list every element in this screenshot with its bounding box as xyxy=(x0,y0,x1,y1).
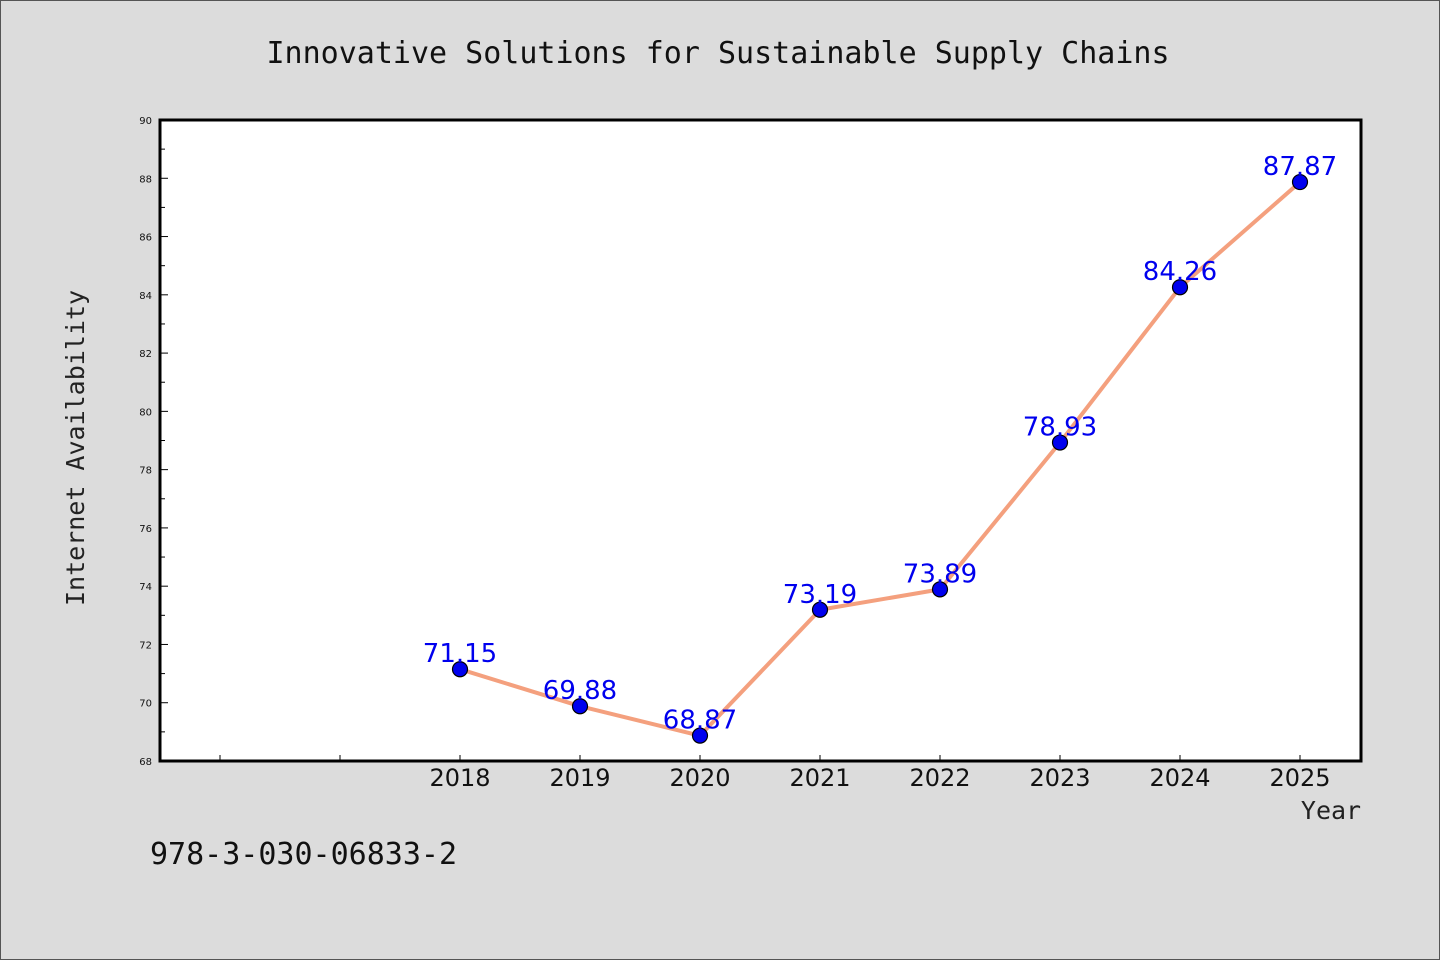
data-point xyxy=(1291,173,1309,191)
data-label: 84.26 xyxy=(1143,257,1217,287)
data-label: 69.88 xyxy=(543,676,617,706)
data-labels-group: 71.15 69.88 68.87 73.19 73.89 78.93 84.26 87.87 xyxy=(423,152,1337,736)
plot-area xyxy=(158,118,1363,763)
y-tick-label: 78 xyxy=(139,466,152,477)
x-tick-label: 2025 xyxy=(1269,764,1330,792)
x-axis-label: Year xyxy=(1301,796,1361,825)
x-tick-label: 2018 xyxy=(429,764,490,792)
data-label: 71.15 xyxy=(423,639,497,669)
data-point xyxy=(691,727,709,744)
y-tick-label: 86 xyxy=(139,233,152,244)
x-tick-label: 2022 xyxy=(909,764,970,792)
y-axis: 68 70 72 74 76 78 80 82 84 86 88 90 xyxy=(139,116,168,768)
data-points-group xyxy=(451,173,1309,744)
series-line xyxy=(459,180,1302,738)
x-tick-label: 2021 xyxy=(789,764,850,792)
y-tick-label: 80 xyxy=(139,407,152,418)
y-tick-label: 88 xyxy=(139,174,152,185)
data-label: 78.93 xyxy=(1023,413,1097,443)
data-point xyxy=(571,698,589,715)
y-tick-label: 82 xyxy=(139,349,152,360)
chart-title: Innovative Solutions for Sustainable Sup… xyxy=(266,36,1169,71)
series-line-group xyxy=(459,180,1302,738)
x-tick-label: 2024 xyxy=(1149,764,1210,792)
y-tick-label: 90 xyxy=(139,116,152,127)
data-label: 68.87 xyxy=(663,706,737,736)
x-tick-label: 2019 xyxy=(549,764,610,792)
data-point xyxy=(931,581,949,598)
y-tick-label: 68 xyxy=(139,757,152,768)
data-label: 87.87 xyxy=(1263,152,1337,182)
isbn-footnote: 978-3-030-06833-2 xyxy=(150,837,457,872)
x-axis: 2018 2019 2020 2021 2022 2023 2024 2025 xyxy=(219,755,1331,792)
data-point xyxy=(811,601,829,618)
y-tick-label: 72 xyxy=(139,640,152,651)
data-point xyxy=(1051,434,1069,451)
x-tick-label: 2023 xyxy=(1029,764,1090,792)
x-tick-label: 2020 xyxy=(669,764,730,792)
y-tick-label: 74 xyxy=(139,582,152,593)
y-tick-label: 70 xyxy=(139,699,152,710)
data-label: 73.89 xyxy=(903,559,977,589)
y-axis-label: Internet Availability xyxy=(61,290,90,606)
data-point xyxy=(451,661,469,678)
data-point xyxy=(1171,279,1189,296)
data-label: 73.19 xyxy=(783,580,857,610)
y-tick-label: 76 xyxy=(139,524,152,535)
y-tick-label: 84 xyxy=(139,291,152,302)
